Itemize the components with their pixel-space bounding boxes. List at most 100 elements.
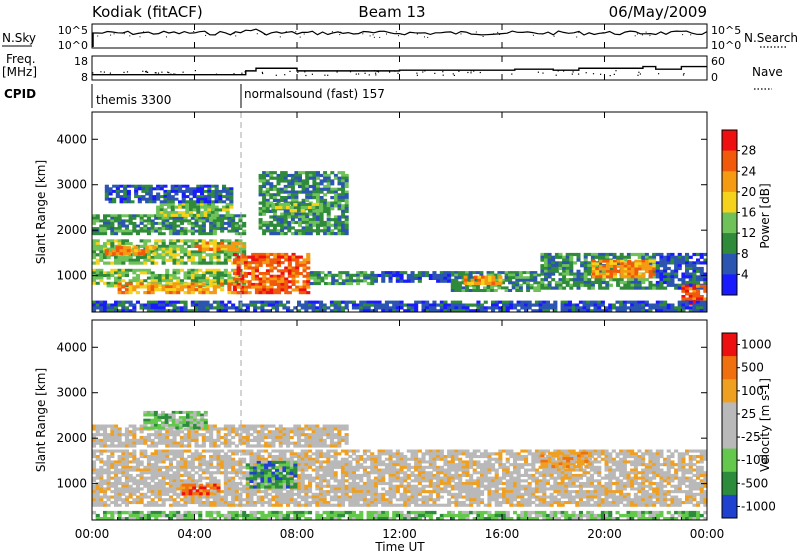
- heatmap-cell: [271, 209, 276, 213]
- heatmap-cell: [198, 479, 203, 483]
- heatmap-cell: [578, 300, 583, 304]
- heatmap-cell: [297, 476, 302, 480]
- heatmap-cell: [547, 275, 552, 279]
- heatmap-cell: [146, 300, 151, 304]
- heatmap-cell: [201, 250, 206, 254]
- heatmap-cell: [212, 501, 217, 505]
- heatmap-cell: [216, 501, 221, 505]
- heatmap-cell: [341, 196, 346, 200]
- heatmap-cell: [554, 269, 559, 273]
- heatmap-cell: [114, 279, 119, 283]
- heatmap-cell: [214, 205, 219, 209]
- heatmap-cell: [319, 215, 324, 219]
- heatmap-cell: [148, 187, 153, 191]
- heatmap-cell: [323, 187, 328, 191]
- nave-point: [683, 73, 685, 75]
- heatmap-cell: [295, 258, 300, 262]
- heatmap-cell: [168, 288, 173, 292]
- heatmap-cell: [256, 476, 261, 480]
- heatmap-cell: [132, 455, 137, 459]
- heatmap-cell: [359, 503, 364, 507]
- heatmap-cell: [168, 452, 173, 456]
- heatmap-cell: [154, 492, 159, 496]
- heatmap-cell: [203, 213, 208, 217]
- heatmap-cell: [468, 273, 473, 277]
- heatmap-cell: [172, 221, 177, 225]
- heatmap-cell: [472, 289, 477, 292]
- heatmap-cell: [201, 216, 206, 220]
- heatmap-cell: [201, 284, 206, 288]
- heatmap-cell: [95, 471, 100, 475]
- heatmap-cell: [225, 208, 230, 212]
- heatmap-cell: [377, 300, 382, 304]
- heatmap-cell: [275, 492, 280, 496]
- heatmap-cell: [315, 449, 320, 453]
- heatmap-cell: [205, 219, 210, 223]
- heatmap-cell: [355, 501, 360, 505]
- heatmap-cell: [305, 173, 310, 178]
- heatmap-cell: [505, 306, 510, 310]
- heatmap-cell: [330, 190, 335, 194]
- heatmap-cell: [161, 309, 166, 313]
- heatmap-cell: [703, 287, 708, 291]
- heatmap-cell: [139, 282, 144, 286]
- heatmap-cell: [699, 255, 704, 259]
- heatmap-cell: [103, 468, 108, 472]
- nave-point: [311, 73, 313, 75]
- heatmap-cell: [586, 300, 591, 304]
- heatmap-cell: [234, 239, 239, 243]
- heatmap-cell: [179, 250, 184, 254]
- heatmap-cell: [264, 490, 269, 494]
- heatmap-cell: [355, 492, 360, 496]
- heatmap-cell: [558, 264, 563, 268]
- heatmap-cell: [187, 285, 192, 289]
- heatmap-cell: [187, 463, 192, 467]
- heatmap-cell: [692, 284, 697, 288]
- heatmap-cell: [558, 286, 563, 290]
- heatmap-cell: [595, 270, 600, 274]
- heatmap-cell: [189, 189, 194, 193]
- heatmap-cell: [212, 239, 217, 243]
- heatmap-cell: [135, 255, 140, 260]
- heatmap-cell: [298, 261, 303, 265]
- heatmap-cell: [154, 463, 159, 467]
- heatmap-cell: [139, 271, 144, 275]
- heatmap-cell: [258, 280, 263, 284]
- heatmap-cell: [201, 247, 206, 251]
- heatmap-cell: [406, 279, 411, 283]
- heatmap-cell: [681, 309, 686, 313]
- heatmap-cell: [554, 286, 559, 290]
- heatmap-cell: [262, 255, 267, 259]
- heatmap-cell: [238, 492, 243, 496]
- heatmap-cell: [242, 498, 247, 502]
- heatmap-cell: [238, 471, 243, 475]
- heatmap-cell: [150, 214, 155, 218]
- heatmap-cell: [348, 503, 353, 507]
- heatmap-cell: [515, 278, 520, 282]
- heatmap-cell: [211, 213, 216, 217]
- nave-point: [585, 72, 587, 74]
- heatmap-cell: [547, 283, 552, 287]
- heatmap-cell: [194, 268, 199, 272]
- heatmap-cell: [117, 457, 122, 461]
- heatmap-cell: [293, 455, 298, 459]
- heatmap-cell: [392, 476, 397, 480]
- heatmap-cell: [145, 246, 150, 250]
- heatmap-cell: [103, 300, 108, 304]
- heatmap-cell: [305, 179, 310, 183]
- heatmap-cell: [185, 202, 190, 206]
- heatmap-cell: [637, 300, 642, 304]
- heatmap-cell: [234, 221, 239, 225]
- heatmap-cell: [571, 309, 576, 313]
- heatmap-cell: [212, 229, 217, 233]
- heatmap-cell: [406, 503, 411, 507]
- heatmap-cell: [315, 300, 320, 304]
- heatmap-cell: [481, 278, 485, 283]
- heatmap-cell: [637, 255, 642, 259]
- heatmap-cell: [547, 269, 552, 273]
- heatmap-cell: [265, 207, 270, 211]
- heatmap-cell: [565, 264, 570, 268]
- heatmap-cell: [110, 303, 115, 307]
- heatmap-cell: [659, 269, 664, 273]
- heatmap-cell: [316, 176, 320, 180]
